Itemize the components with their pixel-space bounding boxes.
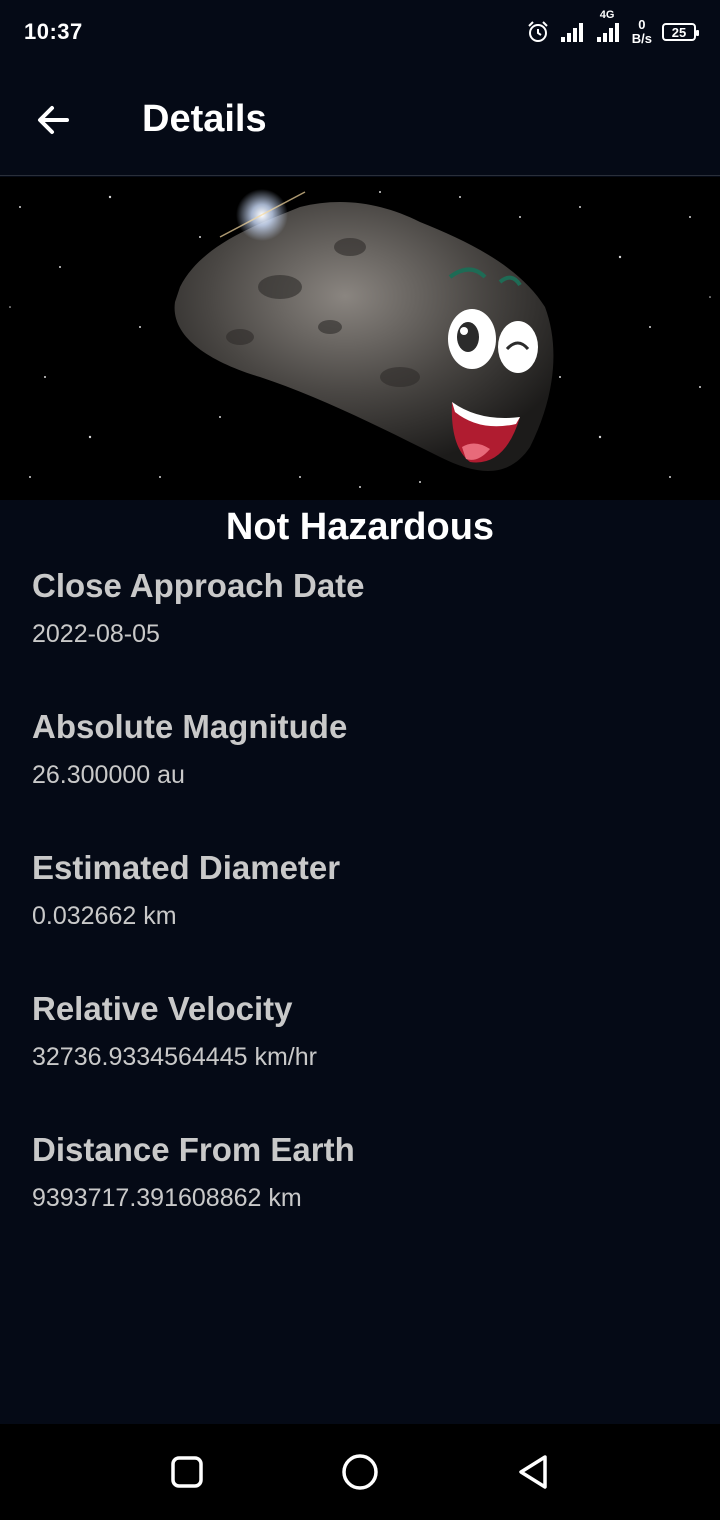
battery-level: 25 [671,24,687,40]
battery-icon: 25 [662,23,699,41]
asteroid-cartoon-image [0,177,720,500]
alarm-icon [528,21,548,42]
recents-button[interactable] [151,1436,223,1508]
net-speed-unit: B/s [631,31,652,46]
home-button[interactable] [324,1436,396,1508]
detail-label: Relative Velocity [32,990,293,1027]
detail-absolute-magnitude: Absolute Magnitude 26.300000 au [32,703,692,844]
details-list: Close Approach Date 2022-08-05 Absolute … [32,562,692,1267]
detail-value: 26.300000 au [32,761,185,789]
arrow-left-icon [38,105,69,134]
detail-value: 0.032662 km [32,902,177,930]
signal-icon [560,23,583,42]
back-button[interactable] [0,64,108,176]
detail-label: Absolute Magnitude [32,708,348,745]
asteroid-image [0,177,720,500]
net-speed: 0 B/s [632,18,652,46]
back-nav-button[interactable] [497,1436,569,1508]
detail-label: Distance From Earth [32,1131,355,1168]
detail-value: 32736.9334564445 km/hr [32,1043,317,1071]
system-nav-bar [0,1424,720,1520]
detail-label: Close Approach Date [32,567,365,604]
status-time: 10:37 [24,19,83,44]
back-triangle-icon [519,1455,548,1489]
detail-relative-velocity: Relative Velocity 32736.9334564445 km/hr [32,985,692,1126]
signal-4g-icon: 4G [596,9,622,43]
hazard-status: Not Hazardous [225,506,495,548]
net-speed-value: 0 [638,17,646,32]
detail-label: Estimated Diameter [32,849,341,886]
detail-distance-from-earth: Distance From Earth 9393717.391608862 km [32,1126,692,1267]
detail-close-approach-date: Close Approach Date 2022-08-05 [32,562,692,703]
recents-square-icon [170,1456,203,1488]
detail-estimated-diameter: Estimated Diameter 0.032662 km [32,844,692,985]
network-type-label: 4G [599,9,615,21]
home-circle-icon [342,1454,378,1490]
detail-value: 2022-08-05 [32,620,160,648]
status-bar: 10:37 4G 0 B/s 25 [0,0,720,64]
page-title: Details [142,98,267,140]
status-icons: 4G 0 B/s 25 [526,9,699,46]
app-bar: Details [0,64,720,176]
detail-value: 9393717.391608862 km [32,1184,302,1212]
